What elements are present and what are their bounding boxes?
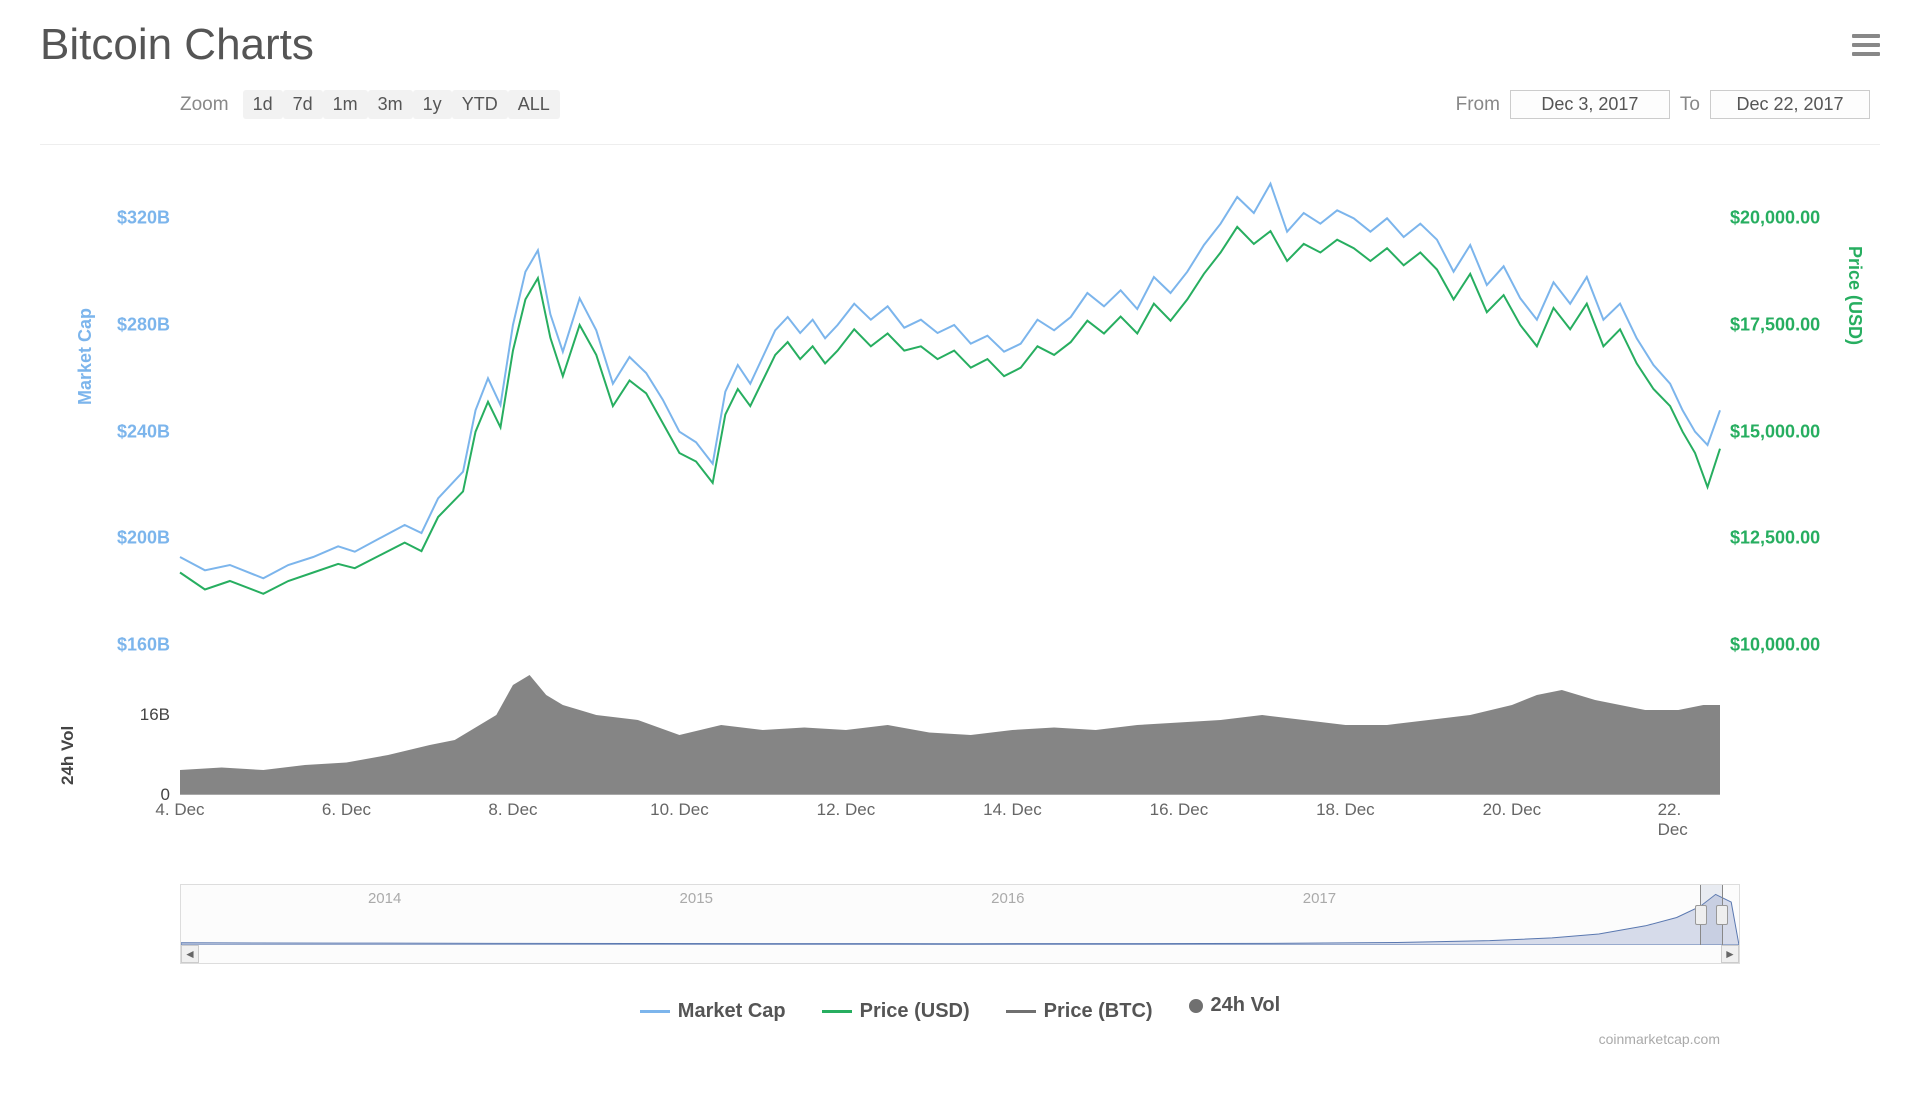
- navigator-handle-left[interactable]: [1695, 905, 1707, 925]
- menu-icon[interactable]: [1852, 34, 1880, 56]
- x-tick: 18. Dec: [1316, 800, 1375, 820]
- x-tick: 22. Dec: [1658, 800, 1700, 840]
- x-tick: 4. Dec: [155, 800, 204, 820]
- nav-year-label: 2015: [680, 890, 713, 907]
- price-tick: $10,000.00: [1730, 635, 1820, 656]
- zoom-7d[interactable]: 7d: [283, 90, 323, 119]
- zoom-controls: Zoom 1d7d1m3m1yYTDALL: [180, 90, 560, 119]
- marketcap-tick: $320B: [117, 208, 170, 229]
- navigator-handle-right[interactable]: [1716, 905, 1728, 925]
- legend: Market Cap Price (USD) Price (BTC) 24h Vol: [40, 994, 1880, 1023]
- zoom-label: Zoom: [180, 94, 229, 116]
- zoom-1d[interactable]: 1d: [243, 90, 283, 119]
- volume-tick: 16B: [140, 705, 170, 725]
- x-tick: 12. Dec: [817, 800, 876, 820]
- marketcap-line: [180, 184, 1720, 579]
- main-chart: Market Cap $160B $200B $240B $280B $320B Pri…: [40, 144, 1880, 844]
- zoom-ytd[interactable]: YTD: [452, 90, 508, 119]
- legend-label: Market Cap: [678, 1000, 786, 1023]
- nav-scroll-right[interactable]: ►: [1721, 945, 1739, 963]
- from-label: From: [1456, 94, 1500, 116]
- legend-swatch: [640, 1010, 670, 1013]
- legend-label: Price (BTC): [1044, 1000, 1153, 1023]
- legend-item[interactable]: Price (BTC): [1006, 1000, 1153, 1023]
- nav-year-label: 2017: [1303, 890, 1336, 907]
- legend-item[interactable]: 24h Vol: [1189, 994, 1281, 1017]
- nav-scroll-left[interactable]: ◄: [181, 945, 199, 963]
- x-tick: 10. Dec: [650, 800, 709, 820]
- price-tick: $12,500.00: [1730, 528, 1820, 549]
- zoom-1m[interactable]: 1m: [323, 90, 368, 119]
- nav-year-label: 2016: [991, 890, 1024, 907]
- attribution: coinmarketcap.com: [40, 1031, 1720, 1047]
- volume-area: [180, 675, 1720, 795]
- legend-item[interactable]: Price (USD): [822, 1000, 970, 1023]
- zoom-3m[interactable]: 3m: [368, 90, 413, 119]
- marketcap-tick: $200B: [117, 528, 170, 549]
- price-tick: $20,000.00: [1730, 208, 1820, 229]
- navigator[interactable]: 2014 2015 2016 2017 ◄ ►: [180, 884, 1740, 964]
- page-title: Bitcoin Charts: [40, 20, 314, 70]
- legend-swatch: [1006, 1010, 1036, 1013]
- volume-axis-title: 24h Vol: [58, 726, 78, 785]
- zoom-all[interactable]: ALL: [508, 90, 560, 119]
- price-axis-title: Price (USD): [1844, 246, 1865, 345]
- marketcap-tick: $240B: [117, 421, 170, 442]
- legend-label: Price (USD): [860, 1000, 970, 1023]
- price-tick: $17,500.00: [1730, 315, 1820, 336]
- legend-label: 24h Vol: [1211, 994, 1281, 1017]
- marketcap-tick: $280B: [117, 315, 170, 336]
- date-range-controls: From To: [1456, 90, 1870, 119]
- price-tick: $15,000.00: [1730, 421, 1820, 442]
- x-tick: 14. Dec: [983, 800, 1042, 820]
- marketcap-tick: $160B: [117, 635, 170, 656]
- x-tick: 20. Dec: [1483, 800, 1542, 820]
- zoom-1y[interactable]: 1y: [413, 90, 452, 119]
- to-date-input[interactable]: [1710, 90, 1870, 119]
- nav-year-label: 2014: [368, 890, 401, 907]
- to-label: To: [1680, 94, 1700, 116]
- marketcap-axis-title: Market Cap: [75, 308, 96, 405]
- legend-item[interactable]: Market Cap: [640, 1000, 786, 1023]
- legend-swatch: [1189, 999, 1203, 1013]
- from-date-input[interactable]: [1510, 90, 1670, 119]
- legend-swatch: [822, 1010, 852, 1013]
- x-tick: 8. Dec: [488, 800, 537, 820]
- x-tick: 16. Dec: [1150, 800, 1209, 820]
- navigator-window[interactable]: [1700, 885, 1723, 945]
- x-tick: 6. Dec: [322, 800, 371, 820]
